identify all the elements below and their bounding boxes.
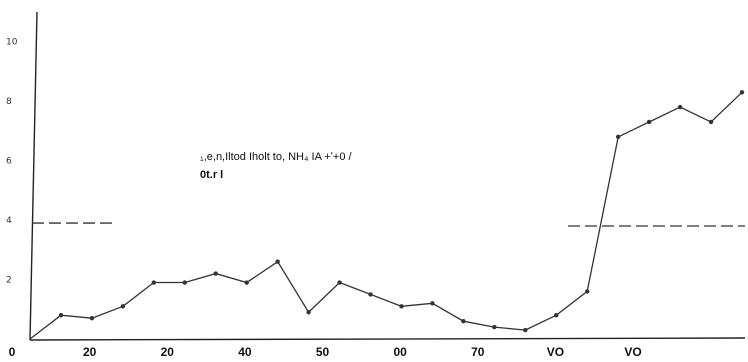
y-tick-label: 2: [6, 276, 12, 286]
x-tick-label: VO: [547, 345, 564, 359]
y-tick-label: 4: [6, 216, 12, 226]
x-tick-label: 20: [83, 345, 97, 359]
data-point: [646, 119, 652, 125]
x-tick-label: 20: [161, 345, 175, 359]
x-tick-label: 50: [316, 345, 330, 359]
series-group: [29, 90, 745, 340]
data-point: [275, 259, 280, 264]
data-point: [492, 324, 497, 330]
data-point: [244, 280, 249, 285]
data-point: [306, 310, 311, 315]
y-tick-labels: 2 4 6 8 10: [6, 38, 18, 286]
y-tick-label: 6: [6, 157, 12, 167]
x-axis-line: [29, 337, 746, 341]
data-point: [151, 280, 157, 285]
data-point: [58, 313, 64, 318]
data-point: [120, 304, 126, 309]
data-point: [739, 90, 745, 95]
y-tick-label: 10: [6, 38, 18, 48]
data-point: [337, 280, 342, 285]
annotation-line-1: ₁,e,n,Iltod Iholt to, NH₄ IA +ʹ+0 /: [200, 151, 352, 163]
y-tick-label: 8: [6, 97, 12, 107]
data-point: [213, 271, 218, 276]
data-point: [461, 318, 466, 324]
y-axis-line: [29, 11, 38, 341]
annotation: ₁,e,n,Iltod Iholt to, NH₄ IA +ʹ+0 / 0t.r…: [200, 151, 352, 181]
x-tick-label: 70: [471, 345, 485, 359]
x-tick-label: 00: [393, 345, 407, 359]
x-tick-label: 0: [9, 345, 16, 359]
x-tick-label: VO: [624, 345, 641, 359]
x-tick-labels: 0 20 20 40 50 00 70 VO VO: [9, 345, 642, 359]
data-point: [615, 134, 621, 140]
data-point: [368, 292, 373, 297]
x-tick-label: 40: [238, 345, 252, 359]
data-point: [585, 289, 590, 294]
axes: [29, 11, 746, 341]
data-point: [708, 119, 714, 125]
series-line: [29, 91, 743, 340]
data-point: [554, 313, 559, 318]
data-point: [89, 315, 95, 321]
reference-lines: [32, 222, 745, 227]
data-point: [430, 301, 435, 306]
annotation-line-2: 0t.r l: [200, 169, 223, 181]
data-point: [399, 304, 404, 309]
data-point: [182, 280, 187, 285]
data-point: [677, 104, 683, 110]
data-point: [523, 327, 528, 333]
